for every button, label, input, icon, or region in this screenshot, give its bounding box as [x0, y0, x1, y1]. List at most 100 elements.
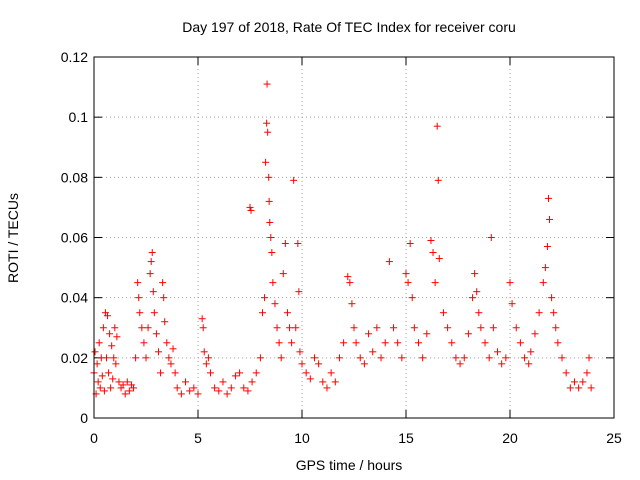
- data-point: [402, 270, 410, 278]
- data-point: [109, 375, 117, 383]
- data-point: [157, 369, 165, 377]
- data-point: [419, 354, 427, 362]
- data-point: [200, 348, 208, 356]
- data-point: [434, 176, 442, 184]
- data-point: [575, 384, 583, 392]
- data-point: [154, 348, 162, 356]
- y-tick-label: 0: [80, 410, 88, 426]
- data-point: [406, 240, 414, 248]
- data-point: [248, 378, 256, 386]
- data-point: [123, 378, 131, 386]
- y-tick-label: 0.02: [61, 350, 88, 366]
- data-point: [554, 339, 562, 347]
- data-point: [390, 324, 398, 332]
- data-point: [110, 354, 118, 362]
- data-point: [548, 294, 556, 302]
- data-point: [295, 288, 303, 296]
- data-points: [90, 80, 595, 398]
- chart-title: Day 197 of 2018, Rate Of TEC Index for r…: [182, 19, 516, 35]
- y-tick-label: 0.04: [61, 290, 88, 306]
- data-point: [111, 324, 119, 332]
- data-point: [206, 369, 214, 377]
- data-point: [91, 348, 99, 356]
- data-point: [159, 279, 167, 287]
- data-point: [95, 339, 103, 347]
- data-point: [365, 330, 373, 338]
- data-point: [429, 249, 437, 257]
- data-point: [552, 324, 560, 332]
- data-point: [373, 324, 381, 332]
- data-point: [135, 294, 143, 302]
- x-tick-label: 5: [194, 430, 202, 446]
- data-point: [247, 206, 255, 214]
- data-point: [219, 378, 227, 386]
- data-point: [173, 384, 181, 392]
- data-point: [240, 384, 248, 392]
- data-point: [543, 243, 551, 251]
- data-point: [369, 348, 377, 356]
- data-point: [394, 339, 402, 347]
- data-point: [104, 312, 112, 320]
- data-point: [93, 360, 101, 368]
- data-point: [152, 330, 160, 338]
- y-tick-label: 0.06: [61, 230, 88, 246]
- data-point: [489, 324, 497, 332]
- data-point: [350, 324, 358, 332]
- x-tick-label: 15: [398, 430, 414, 446]
- data-point: [119, 381, 127, 389]
- data-point: [231, 372, 239, 380]
- data-point: [148, 249, 156, 257]
- data-point: [298, 360, 306, 368]
- y-tick-label: 0.1: [69, 109, 89, 125]
- data-point: [98, 372, 106, 380]
- data-point: [525, 360, 533, 368]
- data-point: [344, 273, 352, 281]
- data-point: [252, 369, 260, 377]
- data-point: [132, 354, 140, 362]
- data-point: [546, 215, 554, 223]
- data-point: [444, 324, 452, 332]
- data-point: [579, 378, 587, 386]
- data-point: [182, 378, 190, 386]
- data-point: [381, 339, 389, 347]
- data-point: [377, 354, 385, 362]
- data-point: [558, 354, 566, 362]
- data-point: [475, 309, 483, 317]
- data-point: [306, 375, 314, 383]
- data-point: [283, 309, 291, 317]
- data-point: [130, 384, 138, 392]
- data-point: [385, 258, 393, 266]
- data-point: [163, 339, 171, 347]
- data-point: [244, 387, 252, 395]
- plot-frame: [93, 56, 615, 419]
- data-point: [112, 360, 120, 368]
- data-point: [541, 264, 549, 272]
- data-point: [464, 330, 472, 338]
- data-point: [160, 294, 168, 302]
- data-point: [346, 279, 354, 287]
- data-point: [310, 354, 318, 362]
- data-point: [266, 218, 274, 226]
- data-point: [102, 354, 110, 362]
- data-point: [352, 339, 360, 347]
- data-point: [263, 119, 271, 127]
- x-tick-label: 20: [502, 430, 518, 446]
- data-point: [106, 330, 114, 338]
- y-tick-label: 0.12: [61, 49, 88, 65]
- data-point: [136, 309, 144, 317]
- data-point: [267, 234, 275, 241]
- data-point: [535, 309, 543, 317]
- data-point: [544, 194, 552, 202]
- data-point: [286, 324, 294, 332]
- data-point: [356, 354, 364, 362]
- data-point: [487, 234, 495, 241]
- data-point: [494, 348, 502, 356]
- data-point: [570, 378, 578, 386]
- data-point: [566, 384, 574, 392]
- data-point: [236, 369, 244, 377]
- data-point: [115, 378, 123, 386]
- data-point: [583, 369, 591, 377]
- grid-lines: [94, 57, 614, 418]
- data-point: [223, 390, 231, 398]
